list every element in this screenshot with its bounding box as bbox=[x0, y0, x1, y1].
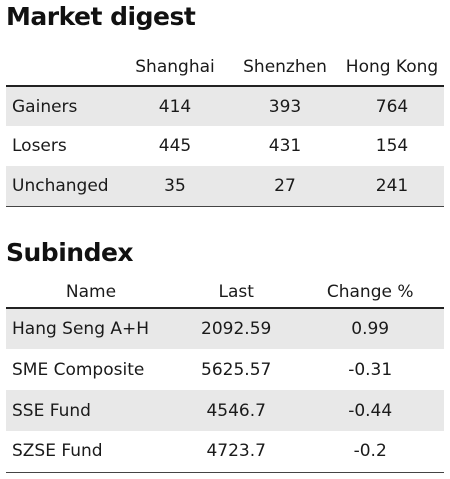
cell-shenzhen: 27 bbox=[230, 166, 340, 207]
subindex-row: SSE Fund 4546.7 -0.44 bbox=[6, 390, 444, 431]
cell-shanghai: 414 bbox=[120, 86, 230, 126]
market-header-shenzhen: Shenzhen bbox=[230, 48, 340, 87]
subindex-title: Subindex bbox=[6, 238, 134, 267]
subindex-change: 0.99 bbox=[296, 308, 444, 349]
subindex-name: SZSE Fund bbox=[6, 431, 176, 473]
subindex-last: 4546.7 bbox=[176, 390, 297, 431]
row-label: Gainers bbox=[6, 86, 120, 126]
market-row-gainers: Gainers 414 393 764 bbox=[6, 86, 444, 126]
subindex-change: -0.44 bbox=[296, 390, 444, 431]
market-header-hongkong: Hong Kong bbox=[340, 48, 444, 87]
subindex-change: -0.31 bbox=[348, 359, 393, 380]
market-row-losers: Losers 445 431 154 bbox=[6, 126, 444, 166]
row-label: Losers bbox=[12, 136, 67, 156]
subindex-name: Hang Seng A+H bbox=[6, 308, 176, 349]
market-digest-table: Shanghai Shenzhen Hong Kong Gainers 414 … bbox=[6, 48, 444, 207]
subindex-header-change: Change % bbox=[296, 276, 444, 309]
subindex-name: SME Composite bbox=[12, 359, 145, 380]
subindex-header-name: Name bbox=[6, 276, 176, 309]
cell-shanghai: 445 bbox=[158, 136, 192, 156]
cell-hongkong: 764 bbox=[340, 86, 444, 126]
subindex-header-row: Name Last Change % bbox=[6, 276, 444, 309]
cell-shenzhen: 393 bbox=[230, 86, 340, 126]
subindex-name: SSE Fund bbox=[6, 390, 176, 431]
cell-shanghai: 35 bbox=[120, 166, 230, 207]
subindex-last: 5625.57 bbox=[201, 359, 272, 380]
cell-shenzhen: 431 bbox=[268, 136, 302, 156]
subindex-last: 2092.59 bbox=[176, 308, 297, 349]
market-header-shanghai: Shanghai bbox=[120, 48, 230, 87]
cell-hongkong: 154 bbox=[375, 136, 409, 156]
subindex-row: SZSE Fund 4723.7 -0.2 bbox=[6, 431, 444, 473]
market-header-blank bbox=[6, 48, 120, 87]
subindex-table: Name Last Change % Hang Seng A+H 2092.59… bbox=[6, 276, 444, 473]
subindex-last: 4723.7 bbox=[176, 431, 297, 473]
subindex-change: -0.2 bbox=[296, 431, 444, 473]
market-header-row: Shanghai Shenzhen Hong Kong bbox=[6, 48, 444, 87]
row-label: Unchanged bbox=[6, 166, 120, 207]
market-row-unchanged: Unchanged 35 27 241 bbox=[6, 166, 444, 207]
subindex-row: Hang Seng A+H 2092.59 0.99 bbox=[6, 308, 444, 349]
subindex-header-last: Last bbox=[176, 276, 297, 309]
cell-hongkong: 241 bbox=[340, 166, 444, 207]
market-digest-title: Market digest bbox=[6, 2, 196, 31]
subindex-row: SME Composite 5625.57 -0.31 bbox=[6, 349, 444, 390]
